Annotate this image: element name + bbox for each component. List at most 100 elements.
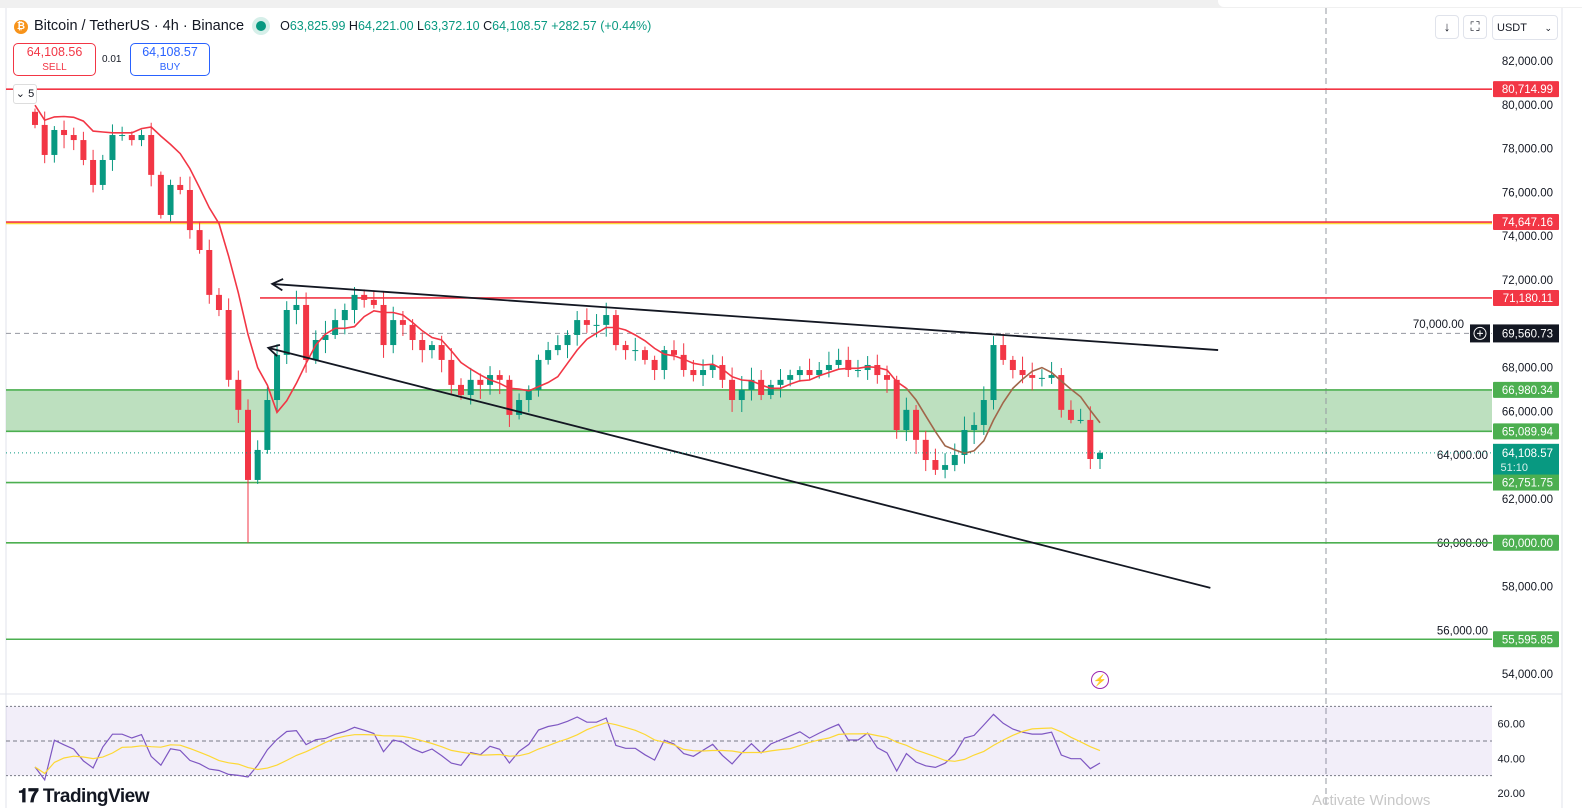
candle-body (913, 409, 920, 440)
candle-body (535, 359, 542, 390)
buy-button[interactable]: 64,108.57 BUY (130, 43, 210, 76)
candle-body (690, 370, 697, 376)
bar-countdown-label: 51:10 (1500, 462, 1528, 474)
low-value: 63,372.10 (424, 19, 480, 33)
candle-body (787, 375, 794, 380)
candle-body (903, 409, 910, 431)
price-tick-label: 56,000.00 (1437, 625, 1488, 637)
support-zone (6, 389, 1492, 432)
candle-body (738, 389, 745, 401)
candle-body (61, 129, 68, 136)
candle-body (671, 350, 677, 355)
candle-body (361, 294, 368, 300)
level-price-tag (1493, 474, 1559, 491)
price-tick-label: 68,000.00 (1502, 363, 1553, 375)
browser-strip (0, 0, 1582, 8)
candle-body (719, 364, 726, 380)
buy-label: BUY (159, 62, 181, 73)
price-tick-label: 76,000.00 (1502, 187, 1553, 199)
rsi-line (34, 713, 1101, 782)
candle-body (245, 409, 251, 480)
fullscreen-button[interactable]: ⛶ (1463, 15, 1487, 39)
candle-body (177, 184, 184, 190)
candle-body (1087, 419, 1094, 460)
candle-body (980, 400, 987, 425)
sell-button[interactable]: 64,108.56 SELL (13, 43, 96, 76)
candle-body (816, 370, 823, 376)
candle-body (264, 400, 271, 450)
scroll-to-latest-button[interactable]: ↓ (1435, 15, 1459, 39)
candle-body (206, 249, 213, 295)
candle-body (1038, 377, 1045, 379)
candle-body (700, 370, 707, 376)
price-tick-label: 82,000.00 (1502, 56, 1553, 68)
candle-body (748, 379, 755, 390)
candle-body (119, 135, 126, 137)
candle-body (622, 345, 629, 351)
level-price-label: 60,000.00 (1502, 538, 1553, 550)
candle-body (777, 379, 784, 385)
buy-price: 64,108.57 (142, 45, 198, 59)
level-price-label: 80,714.99 (1502, 84, 1553, 96)
level-price-tag (1493, 534, 1559, 551)
tradingview-logo[interactable]: 𝟏𝟕 TradingView (18, 786, 150, 807)
candle-body (196, 230, 203, 250)
price-tick-label-bg (1426, 622, 1490, 638)
sell-label: SELL (42, 62, 67, 73)
current-price-tag (1493, 443, 1559, 478)
rsi-tick-label: 60.00 (1497, 719, 1525, 731)
level-price-tag (1493, 214, 1559, 231)
price-tick-label: 72,000.00 (1502, 275, 1553, 287)
candle-body (458, 384, 464, 395)
candle-body (448, 359, 455, 385)
price-tick-label: 74,000.00 (1502, 231, 1553, 243)
sell-price: 64,108.56 (26, 45, 83, 59)
candle-body (1097, 452, 1103, 460)
candle-body (932, 460, 939, 470)
candle-body (825, 364, 832, 371)
lightning-icon[interactable]: ⚡ (1091, 671, 1109, 689)
candle-body (167, 184, 174, 215)
moving-average-line (34, 104, 907, 414)
candle-body (215, 294, 222, 311)
candle-body (1000, 345, 1007, 360)
current-price-label: 64,108.57 (1502, 448, 1553, 460)
candle-body (390, 320, 397, 346)
candle-body (109, 135, 116, 160)
trendline-arrow-icon (266, 344, 281, 357)
candle-body (467, 379, 474, 395)
lot-size[interactable]: 0.01 (102, 54, 122, 65)
fullscreen-icon: ⛶ (1470, 19, 1480, 34)
candle-body (428, 345, 435, 351)
indicators-toggle[interactable]: ⌄ 5 (13, 84, 37, 104)
candle-body (438, 345, 445, 360)
level-price-label: 66,980.34 (1502, 385, 1554, 397)
candle-body (758, 379, 765, 395)
trendline (272, 283, 1219, 351)
candle-body (593, 324, 600, 326)
candle-body (70, 135, 77, 141)
arrow-down-icon: ↓ (1443, 19, 1451, 34)
level-price-label: 62,751.75 (1502, 478, 1553, 490)
candle-body (845, 359, 852, 371)
chevron-down-icon: ⌄ (1544, 23, 1552, 33)
rsi-tick-label: 20.00 (1497, 788, 1525, 800)
rsi-tick-label: 40.00 (1497, 753, 1525, 765)
price-tick-label: 58,000.00 (1502, 582, 1553, 594)
candle-body (506, 379, 513, 415)
candle-body (80, 140, 87, 160)
candle-body (1029, 375, 1036, 378)
level-price-label: 65,089.94 (1502, 426, 1554, 438)
candle-body (477, 379, 484, 385)
currency-select[interactable]: USDT ⌄ (1492, 15, 1558, 40)
symbol-title[interactable]: Bitcoin / TetherUS · 4h · Binance (34, 18, 245, 34)
price-tick-label: 78,000.00 (1502, 144, 1553, 156)
candle-body (632, 350, 639, 352)
candle-body (186, 189, 193, 231)
price-tick-label: 60,000.00 (1437, 538, 1488, 550)
trendline (268, 347, 1211, 589)
candle-body (516, 400, 523, 415)
price-tick-label: 54,000.00 (1502, 669, 1553, 681)
price-tick-label-bg (1426, 447, 1490, 463)
